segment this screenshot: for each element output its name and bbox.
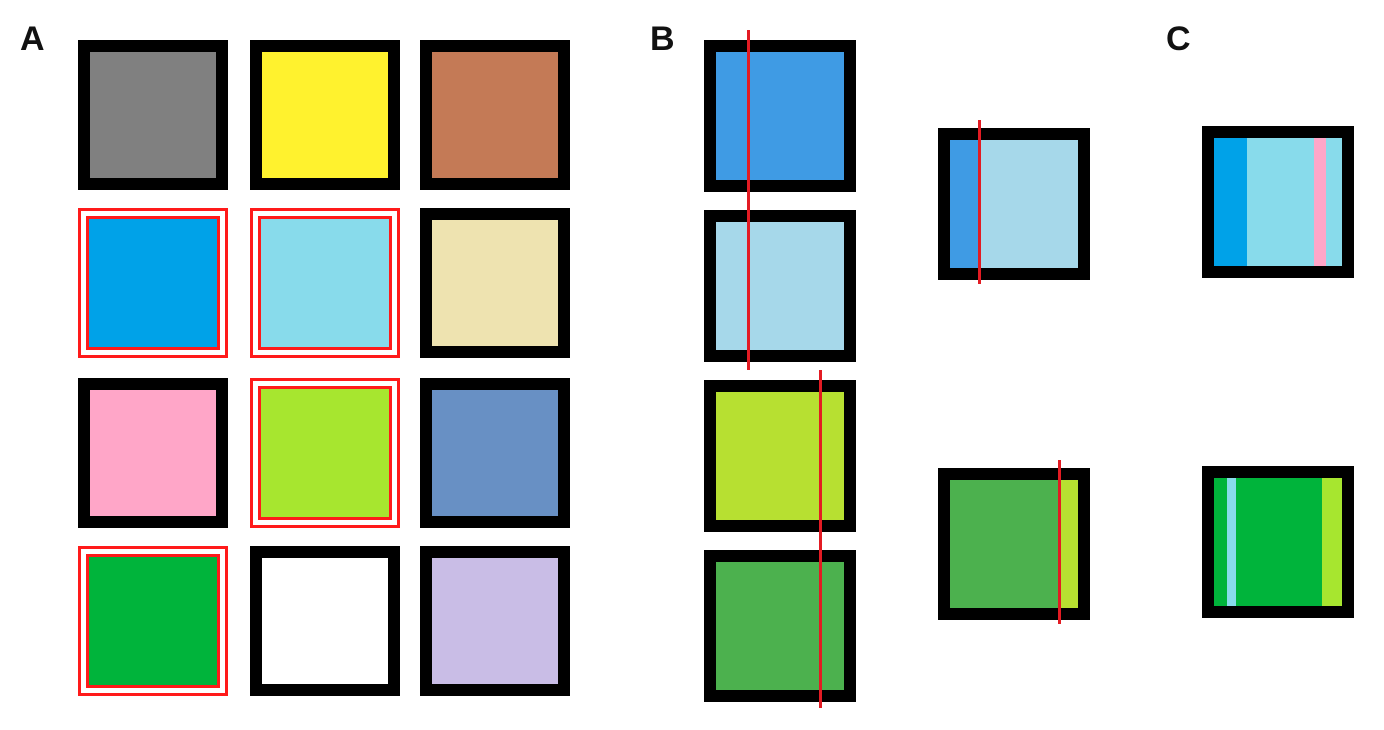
- swatch-light-blue: [250, 208, 400, 358]
- swatch-gray: [78, 40, 228, 190]
- color-band: [1314, 138, 1326, 266]
- highlight-frame: [86, 216, 220, 350]
- swatch-lime: [250, 378, 400, 528]
- cut-line-upper: [747, 30, 750, 370]
- mixed-swatch-2: [938, 468, 1090, 620]
- color-band: [1227, 478, 1236, 606]
- swatch-yellow: [250, 40, 400, 190]
- swatch-lavender: [420, 546, 570, 696]
- swatch-green: [78, 546, 228, 696]
- highlight-frame: [86, 554, 220, 688]
- swatch-brown: [420, 40, 570, 190]
- color-band: [1322, 478, 1342, 606]
- highlight-frame: [258, 386, 392, 520]
- highlight-frame: [258, 216, 392, 350]
- swatch-blue: [78, 208, 228, 358]
- color-band: [1214, 138, 1247, 266]
- mixed-swatch-1: [938, 128, 1090, 280]
- panel-label-b: B: [650, 20, 675, 58]
- panel-label-a: A: [20, 20, 45, 58]
- band-swatch-1: [1202, 126, 1354, 278]
- swatch-pink: [78, 378, 228, 528]
- swatch-white: [250, 546, 400, 696]
- stack-swatch-4: [704, 550, 856, 702]
- mix-left-region: [950, 480, 1059, 608]
- stack-swatch-2: [704, 210, 856, 362]
- swatch-steel-blue: [420, 378, 570, 528]
- panel-label-c: C: [1166, 20, 1191, 58]
- mix-cut-line: [978, 120, 981, 284]
- cut-line-lower: [819, 370, 822, 708]
- mix-cut-line: [1058, 460, 1061, 624]
- stack-swatch-3: [704, 380, 856, 532]
- band-swatch-2: [1202, 466, 1354, 618]
- mix-left-region: [950, 140, 979, 268]
- swatch-cream: [420, 208, 570, 358]
- stack-swatch-1: [704, 40, 856, 192]
